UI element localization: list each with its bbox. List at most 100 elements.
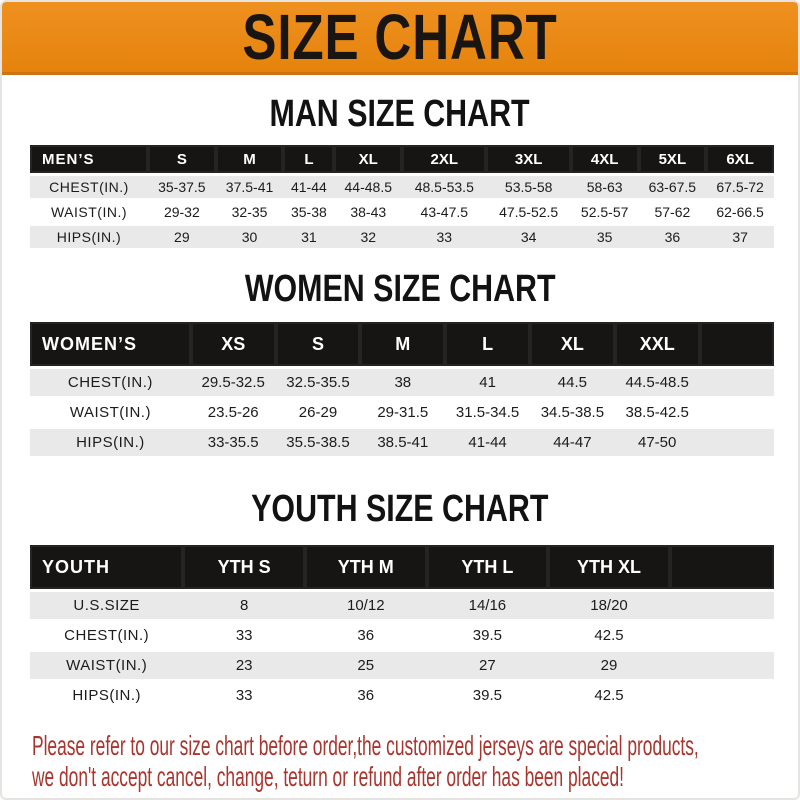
size-header-row: WOMEN’S XS S M L XL XXL bbox=[30, 322, 774, 366]
measurement-row: WAIST(IN.) 29-32 32-35 35-38 38-43 43-47.5 47.… bbox=[30, 201, 774, 223]
measurement-value: 29.5-32.5 bbox=[190, 369, 276, 396]
measurement-value: 31 bbox=[283, 226, 335, 248]
measurement-value: 23.5-26 bbox=[207, 404, 259, 421]
measurement-row: WAIST(IN.) 23 25 27 29 bbox=[30, 652, 774, 679]
youth-section-heading: YOUTH SIZE CHART bbox=[251, 488, 549, 530]
measurement-value: 36 bbox=[357, 687, 375, 704]
row-filler-cell bbox=[700, 399, 774, 426]
footer-disclaimer-line1: Please refer to our size chart before or… bbox=[32, 730, 699, 761]
row-label: HIPS(IN.) bbox=[30, 226, 148, 248]
measurement-value: 44-48.5 bbox=[334, 176, 403, 198]
size-column-header: XL bbox=[529, 322, 615, 366]
measurement-value: 18/20 bbox=[548, 592, 670, 619]
measurement-value: 38-43 bbox=[350, 204, 387, 220]
table-corner-label: YOUTH bbox=[30, 545, 184, 589]
measurement-value: 41-44 bbox=[283, 176, 335, 198]
size-column-header: XL bbox=[334, 145, 403, 173]
women-size-table: WOMEN’S XS S M L XL XXL CHEST(IN.) 29.5-32.5 32.5… bbox=[30, 319, 774, 459]
row-filler-cell bbox=[669, 652, 774, 679]
size-column-header: M bbox=[215, 145, 284, 173]
row-label: CHEST(IN.) bbox=[30, 176, 148, 198]
men-size-section: MAN SIZE CHART MEN’S S M L XL 2XL 3XL 4XL 5XL 6XL… bbox=[2, 93, 798, 251]
measurement-value: 38 bbox=[360, 369, 446, 396]
header-filler-cell bbox=[699, 322, 774, 366]
measurement-row: HIPS(IN.) 33-35.5 35.5-38.5 38.5-41 41-44 44-… bbox=[30, 429, 774, 456]
table-corner-label: MEN’S bbox=[30, 145, 148, 173]
size-column-header: YTH XL bbox=[548, 545, 670, 589]
row-label: HIPS(IN.) bbox=[72, 687, 142, 704]
row-label: CHEST(IN.) bbox=[30, 369, 191, 396]
measurement-value: 38.5-42.5 bbox=[625, 404, 689, 421]
row-label: WAIST(IN.) bbox=[30, 652, 184, 679]
row-label: HIPS(IN.) bbox=[30, 429, 191, 456]
men-size-table: MEN’S S M L XL 2XL 3XL 4XL 5XL 6XL CHEST(IN.) 35-37… bbox=[30, 142, 774, 251]
row-filler-cell bbox=[699, 429, 774, 456]
measurement-value: 39.5 bbox=[472, 687, 502, 704]
size-column-header: YTH S bbox=[183, 545, 305, 589]
row-filler-cell bbox=[669, 592, 774, 619]
row-filler-cell bbox=[670, 622, 774, 649]
measurement-value: 34 bbox=[486, 226, 571, 248]
measurement-value: 37.5-41 bbox=[215, 176, 284, 198]
size-column-header: L bbox=[445, 322, 530, 366]
measurement-value: 32-35 bbox=[231, 204, 268, 220]
size-column-header: M bbox=[360, 322, 446, 366]
header-filler-cell bbox=[669, 545, 774, 589]
measurement-value: 35 bbox=[570, 226, 639, 248]
measurement-row: HIPS(IN.) 29 30 31 32 33 34 35 36 37 bbox=[30, 226, 774, 248]
measurement-value: 47-50 bbox=[614, 429, 700, 456]
measurement-value: 32.5-35.5 bbox=[275, 369, 361, 396]
row-filler-cell bbox=[670, 682, 774, 709]
row-label: WAIST(IN.) bbox=[69, 404, 151, 421]
measurement-value: 29 bbox=[548, 652, 670, 679]
measurement-value: 35-38 bbox=[290, 204, 327, 220]
size-column-header: L bbox=[283, 145, 335, 173]
measurement-value: 23 bbox=[183, 652, 305, 679]
row-label: WAIST(IN.) bbox=[50, 204, 128, 220]
size-column-header: 3XL bbox=[486, 145, 571, 173]
measurement-value: 35.5-38.5 bbox=[275, 429, 361, 456]
measurement-value: 35-37.5 bbox=[148, 176, 216, 198]
measurement-value: 33 bbox=[235, 687, 253, 704]
measurement-value: 47.5-52.5 bbox=[499, 204, 559, 220]
measurement-value: 41 bbox=[445, 369, 530, 396]
measurement-value: 33 bbox=[402, 226, 487, 248]
measurement-value: 36 bbox=[638, 226, 707, 248]
measurement-value: 29-32 bbox=[163, 204, 200, 220]
footer-disclaimer-line2: we don't accept cancel, change, teturn o… bbox=[32, 761, 625, 792]
size-column-header: YTH M bbox=[304, 545, 427, 589]
size-column-header: 2XL bbox=[402, 145, 487, 173]
measurement-value: 58-63 bbox=[570, 176, 639, 198]
size-column-header: 5XL bbox=[638, 145, 707, 173]
page-title: SIZE CHART bbox=[242, 1, 558, 73]
measurement-value: 8 bbox=[183, 592, 305, 619]
measurement-value: 31.5-34.5 bbox=[455, 404, 520, 421]
size-column-header: YTH L bbox=[426, 545, 549, 589]
measurement-value: 37 bbox=[706, 226, 774, 248]
measurement-value: 29 bbox=[148, 226, 216, 248]
measurement-value: 26-29 bbox=[298, 404, 338, 421]
measurement-value: 30 bbox=[215, 226, 284, 248]
size-header-row: YOUTH YTH S YTH M YTH L YTH XL bbox=[30, 545, 774, 589]
row-filler-cell bbox=[699, 369, 774, 396]
measurement-value: 10/12 bbox=[304, 592, 427, 619]
measurement-value: 43-47.5 bbox=[420, 204, 469, 220]
size-column-header: XXL bbox=[614, 322, 700, 366]
measurement-value: 44.5 bbox=[529, 369, 615, 396]
measurement-value: 32 bbox=[334, 226, 403, 248]
measurement-value: 42.5 bbox=[594, 687, 624, 704]
measurement-value: 33 bbox=[235, 627, 253, 644]
measurement-row: U.S.SIZE 8 10/12 14/16 18/20 bbox=[30, 592, 774, 619]
footer-disclaimer: Please refer to our size chart before or… bbox=[32, 730, 776, 792]
men-section-heading: MAN SIZE CHART bbox=[269, 93, 531, 135]
measurement-value: 67.5-72 bbox=[706, 176, 774, 198]
measurement-value: 52.5-57 bbox=[580, 204, 629, 220]
measurement-row: CHEST(IN.) 35-37.5 37.5-41 41-44 44-48.5 48.5… bbox=[30, 176, 774, 198]
table-corner-label: WOMEN’S bbox=[30, 322, 191, 366]
measurement-value: 27 bbox=[426, 652, 549, 679]
row-label: U.S.SIZE bbox=[30, 592, 184, 619]
row-label: CHEST(IN.) bbox=[64, 627, 150, 644]
women-size-section: WOMEN SIZE CHART WOMEN’S XS S M L XL XXL CHEST(… bbox=[2, 270, 798, 459]
size-chart-banner: SIZE CHART bbox=[2, 2, 798, 75]
